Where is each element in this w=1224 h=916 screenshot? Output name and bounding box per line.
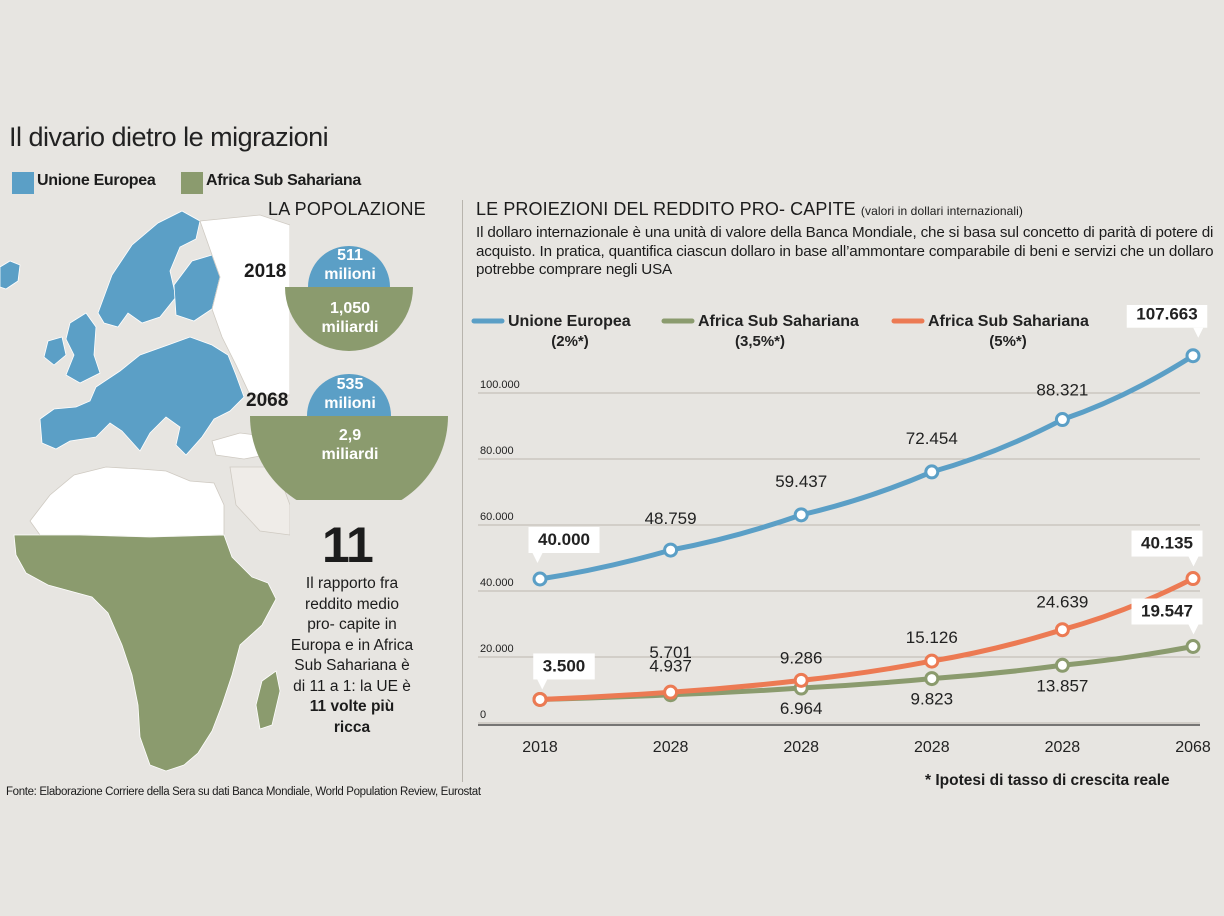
data-label: 72.454: [906, 429, 958, 448]
population-title: LA POPOLAZIONE: [268, 199, 426, 219]
legend-label-africa: Africa Sub Sahariana: [206, 172, 361, 189]
x-tick-label: 2028: [783, 739, 819, 756]
legend-rate: (5%*): [989, 333, 1027, 350]
africa-2018-semicircle: [285, 287, 413, 351]
data-label: 40.000: [538, 530, 590, 549]
projections-description: Il dollaro internazionale è una unità di…: [476, 224, 1214, 278]
projections-title: LE PROIEZIONI DEL REDDITO PRO- CAPITE (v…: [476, 199, 1024, 219]
population-semicircles: [250, 246, 448, 500]
data-point: [793, 507, 809, 523]
data-point: [793, 672, 809, 688]
data-label: 5.701: [649, 643, 692, 662]
series-line-0: [537, 353, 1196, 582]
data-point: [532, 571, 548, 587]
source-note: Fonte: Elaborazione Corriere della Sera …: [6, 786, 481, 798]
data-label-box: [1131, 598, 1203, 625]
data-point: [663, 542, 679, 558]
eu-2068-semicircle: [307, 374, 391, 416]
y-tick-label: 80.000: [480, 445, 514, 457]
data-label-pointer: [1193, 327, 1204, 338]
data-label: 107.663: [1136, 305, 1197, 324]
data-label: 9.286: [780, 648, 823, 667]
data-label: 6.964: [780, 699, 823, 718]
data-label-box: [1126, 305, 1208, 328]
africa-2068-value: 2,9 miliardi: [321, 427, 379, 463]
data-label: 4.937: [649, 657, 692, 676]
data-point: [1185, 638, 1201, 654]
legend-swatch-africa: [181, 172, 203, 194]
chart-title: Il divario dietro le migrazioni: [9, 122, 329, 152]
africa-2068-semicircle: [250, 416, 448, 500]
data-label-pointer: [1188, 624, 1199, 635]
data-label: 15.126: [906, 628, 958, 647]
data-point: [924, 653, 940, 669]
data-label-pointer: [1188, 556, 1199, 567]
data-label: 40.135: [1141, 534, 1193, 553]
legend-rate: (3,5%*): [735, 333, 785, 350]
eu-2018-semicircle: [308, 246, 390, 287]
data-label: 19.547: [1141, 601, 1193, 620]
data-label-pointer: [537, 679, 548, 690]
x-tick-label: 2028: [914, 739, 950, 756]
footnote: * Ipotesi di tasso di crescita reale: [925, 772, 1170, 789]
y-tick-label: 60.000: [480, 511, 514, 523]
eu-2018-value: 511 milioni: [324, 247, 376, 283]
data-label: 24.639: [1036, 593, 1088, 612]
data-label-pointer: [532, 553, 543, 563]
y-tick-label: 40.000: [480, 577, 514, 589]
legend-label-eu: Unione Europea: [37, 172, 156, 189]
data-label: 3.500: [543, 656, 586, 675]
data-label-box: [1131, 530, 1203, 557]
data-point: [1054, 412, 1070, 428]
europe-africa-map: [0, 210, 290, 772]
data-label: 13.857: [1036, 676, 1088, 695]
data-point: [1054, 657, 1070, 673]
data-point: [663, 684, 679, 700]
data-label-box: [528, 527, 600, 553]
data-point: [532, 691, 548, 707]
data-label: 59.437: [775, 472, 827, 491]
y-tick-label: 100.000: [480, 379, 520, 391]
income-projection-chart: 0 20.000 40.000 60.000 80.000 100.000 2018 2028…: [471, 305, 1211, 756]
ratio-number: 11: [322, 517, 374, 573]
population-year-2068: 2068: [246, 390, 289, 411]
legend-swatch-eu: [12, 172, 34, 194]
eu-2068-value: 535 milioni: [324, 376, 376, 412]
data-point: [1054, 622, 1070, 638]
legend-entry: Unione Europea: [508, 313, 631, 330]
x-tick-label: 2018: [522, 739, 558, 756]
data-label-box: [533, 653, 595, 680]
data-point: [924, 464, 940, 480]
y-tick-label: 20.000: [480, 643, 514, 655]
data-point: [1185, 571, 1201, 587]
section-divider: [462, 200, 463, 782]
legend-entry: Africa Sub Sahariana: [698, 313, 859, 330]
africa-2018-value: 1,050 miliardi: [321, 300, 379, 336]
series-line-2: [537, 576, 1196, 702]
x-tick-label: 2068: [1175, 739, 1211, 756]
ratio-description: Il rapporto fra reddito medio pro- capit…: [290, 575, 414, 736]
legend-rate: (2%*): [551, 333, 589, 350]
legend-entry: Africa Sub Sahariana: [928, 313, 1089, 330]
x-tick-label: 2028: [653, 739, 689, 756]
data-label: 9.823: [911, 690, 954, 709]
y-tick-label: 0: [480, 709, 486, 721]
data-point: [1185, 348, 1201, 364]
data-label: 88.321: [1036, 381, 1088, 400]
data-label: 48.759: [645, 509, 697, 528]
x-tick-label: 2028: [1045, 739, 1081, 756]
data-point: [924, 671, 940, 687]
population-year-2018: 2018: [244, 261, 287, 282]
